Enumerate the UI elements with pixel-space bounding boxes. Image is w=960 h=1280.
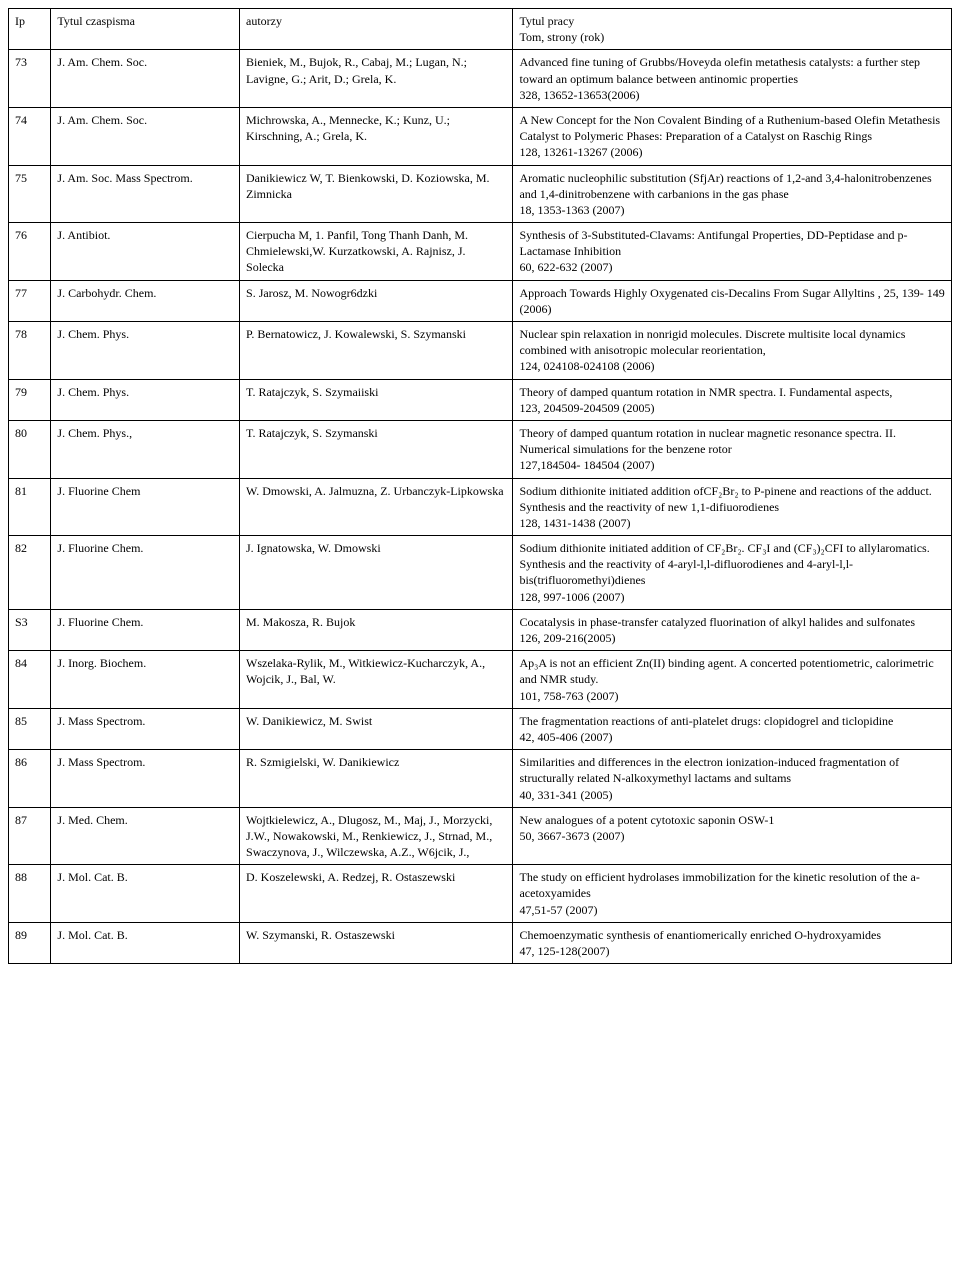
cell-title: Theory of damped quantum rotation in NMR… (513, 379, 952, 420)
cell-authors: W. Szymanski, R. Ostaszewski (240, 922, 513, 963)
cell-authors: Bieniek, M., Bujok, R., Cabaj, M.; Lugan… (240, 50, 513, 108)
cell-ip: 81 (9, 478, 51, 536)
cell-journal: J. Antibiot. (51, 223, 240, 281)
cell-authors: P. Bernatowicz, J. Kowalewski, S. Szyman… (240, 322, 513, 380)
cell-journal: J. Mass Spectrom. (51, 750, 240, 808)
cell-title: Ap₃A is not an efficient Zn(II) binding … (513, 651, 952, 709)
cell-journal: J. Chem. Phys. (51, 322, 240, 380)
cell-title: The fragmentation reactions of anti-plat… (513, 708, 952, 749)
table-row: 88J. Mol. Cat. B.D. Koszelewski, A. Redz… (9, 865, 952, 923)
cell-ip: 79 (9, 379, 51, 420)
cell-title: The study on efficient hydrolases immobi… (513, 865, 952, 923)
cell-authors: R. Szmigielski, W. Danikiewicz (240, 750, 513, 808)
cell-title: Aromatic nucleophilic substitution (SfjA… (513, 165, 952, 223)
table-row: 80J. Chem. Phys.,T. Ratajczyk, S. Szyman… (9, 420, 952, 478)
cell-authors: D. Koszelewski, A. Redzej, R. Ostaszewsk… (240, 865, 513, 923)
table-row: 82J. Fluorine Chem.J. Ignatowska, W. Dmo… (9, 536, 952, 610)
cell-ip: 77 (9, 280, 51, 321)
table-row: 75J. Am. Soc. Mass Spectrom.Danikiewicz … (9, 165, 952, 223)
cell-ip: 73 (9, 50, 51, 108)
cell-title: Sodium dithionite initiated addition of … (513, 536, 952, 610)
table-row: S3J. Fluorine Chem.M. Makosza, R. BujokC… (9, 609, 952, 650)
table-header-row: Ip Tytul czaspisma autorzy Tytul pracyTo… (9, 9, 952, 50)
cell-ip: 75 (9, 165, 51, 223)
cell-ip: 87 (9, 807, 51, 865)
cell-title: Similarities and differences in the elec… (513, 750, 952, 808)
cell-journal: J. Mol. Cat. B. (51, 922, 240, 963)
table-row: 86J. Mass Spectrom.R. Szmigielski, W. Da… (9, 750, 952, 808)
cell-ip: 88 (9, 865, 51, 923)
cell-journal: J. Carbohydr. Chem. (51, 280, 240, 321)
cell-journal: J. Am. Chem. Soc. (51, 107, 240, 165)
cell-journal: J. Am. Soc. Mass Spectrom. (51, 165, 240, 223)
header-authors: autorzy (240, 9, 513, 50)
cell-authors: M. Makosza, R. Bujok (240, 609, 513, 650)
cell-ip: S3 (9, 609, 51, 650)
cell-journal: J. Fluorine Chem (51, 478, 240, 536)
cell-authors: Wojtkielewicz, A., Dlugosz, M., Maj, J.,… (240, 807, 513, 865)
cell-authors: S. Jarosz, M. Nowogr6dzki (240, 280, 513, 321)
table-row: 85J. Mass Spectrom.W. Danikiewicz, M. Sw… (9, 708, 952, 749)
header-ip: Ip (9, 9, 51, 50)
cell-ip: 85 (9, 708, 51, 749)
cell-authors: Wszelaka-Rylik, M., Witkiewicz-Kucharczy… (240, 651, 513, 709)
cell-ip: 89 (9, 922, 51, 963)
table-row: 78J. Chem. Phys.P. Bernatowicz, J. Kowal… (9, 322, 952, 380)
header-title: Tytul pracyTom, strony (rok) (513, 9, 952, 50)
table-row: 79J. Chem. Phys.T. Ratajczyk, S. Szymaii… (9, 379, 952, 420)
cell-authors: T. Ratajczyk, S. Szymaiiski (240, 379, 513, 420)
table-row: 74J. Am. Chem. Soc.Michrowska, A., Menne… (9, 107, 952, 165)
cell-title: Synthesis of 3-Substituted-Clavams: Anti… (513, 223, 952, 281)
cell-authors: W. Dmowski, A. Jalmuzna, Z. Urbanczyk-Li… (240, 478, 513, 536)
cell-ip: 80 (9, 420, 51, 478)
cell-ip: 74 (9, 107, 51, 165)
cell-journal: J. Med. Chem. (51, 807, 240, 865)
cell-title: Chemoenzymatic synthesis of enantiomeric… (513, 922, 952, 963)
table-row: 89J. Mol. Cat. B.W. Szymanski, R. Ostasz… (9, 922, 952, 963)
cell-title: Advanced fine tuning of Grubbs/Hoveyda o… (513, 50, 952, 108)
cell-authors: T. Ratajczyk, S. Szymanski (240, 420, 513, 478)
cell-title: Sodium dithionite initiated addition ofC… (513, 478, 952, 536)
cell-ip: 78 (9, 322, 51, 380)
cell-journal: J. Am. Chem. Soc. (51, 50, 240, 108)
header-journal: Tytul czaspisma (51, 9, 240, 50)
cell-title: Theory of damped quantum rotation in nuc… (513, 420, 952, 478)
table-row: 73J. Am. Chem. Soc.Bieniek, M., Bujok, R… (9, 50, 952, 108)
cell-title: A New Concept for the Non Covalent Bindi… (513, 107, 952, 165)
cell-title: New analogues of a potent cytotoxic sapo… (513, 807, 952, 865)
cell-journal: J. Fluorine Chem. (51, 609, 240, 650)
cell-authors: J. Ignatowska, W. Dmowski (240, 536, 513, 610)
cell-title: Nuclear spin relaxation in nonrigid mole… (513, 322, 952, 380)
cell-ip: 84 (9, 651, 51, 709)
cell-journal: J. Inorg. Biochem. (51, 651, 240, 709)
cell-authors: W. Danikiewicz, M. Swist (240, 708, 513, 749)
cell-ip: 76 (9, 223, 51, 281)
table-row: 81J. Fluorine ChemW. Dmowski, A. Jalmuzn… (9, 478, 952, 536)
table-row: 84J. Inorg. Biochem.Wszelaka-Rylik, M., … (9, 651, 952, 709)
cell-authors: Cierpucha M, 1. Panfil, Tong Thanh Danh,… (240, 223, 513, 281)
cell-ip: 82 (9, 536, 51, 610)
table-row: 87J. Med. Chem.Wojtkielewicz, A., Dlugos… (9, 807, 952, 865)
cell-journal: J. Mass Spectrom. (51, 708, 240, 749)
cell-journal: J. Chem. Phys., (51, 420, 240, 478)
cell-authors: Danikiewicz W, T. Bienkowski, D. Koziows… (240, 165, 513, 223)
table-row: 77J. Carbohydr. Chem.S. Jarosz, M. Nowog… (9, 280, 952, 321)
publications-table: Ip Tytul czaspisma autorzy Tytul pracyTo… (8, 8, 952, 964)
cell-title: Approach Towards Highly Oxygenated cis-D… (513, 280, 952, 321)
table-row: 76J. Antibiot.Cierpucha M, 1. Panfil, To… (9, 223, 952, 281)
cell-title: Cocatalysis in phase-transfer catalyzed … (513, 609, 952, 650)
cell-journal: J. Chem. Phys. (51, 379, 240, 420)
cell-ip: 86 (9, 750, 51, 808)
cell-journal: J. Mol. Cat. B. (51, 865, 240, 923)
cell-authors: Michrowska, A., Mennecke, K.; Kunz, U.; … (240, 107, 513, 165)
cell-journal: J. Fluorine Chem. (51, 536, 240, 610)
